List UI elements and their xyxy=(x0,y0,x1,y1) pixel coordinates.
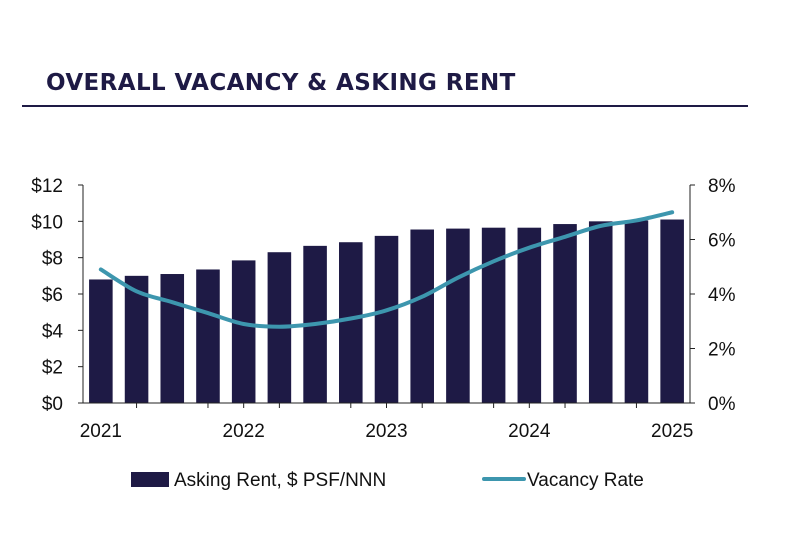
left-tick-label: $2 xyxy=(42,358,63,379)
x-tick-label: 2025 xyxy=(651,421,693,442)
title-divider xyxy=(22,105,748,107)
vacancy-rate-line xyxy=(98,210,675,329)
rent-bar xyxy=(588,221,613,403)
rent-bar xyxy=(374,235,399,403)
right-tick-label: 2% xyxy=(708,340,736,361)
right-tick-label: 8% xyxy=(708,176,736,197)
legend: Asking Rent, $ PSF/NNN Vacancy Rate xyxy=(131,470,644,491)
left-tick-label: $4 xyxy=(42,321,64,342)
tick-labels: $0 $2 $4 $6 $8 $10 $12 0% 2% 4% 6% 8% 2021 2022 2023 20… xyxy=(31,176,735,442)
x-tick-label: 2024 xyxy=(508,421,551,442)
x-tick-label: 2021 xyxy=(80,421,122,442)
rent-bar xyxy=(339,242,363,403)
x-tick-label: 2022 xyxy=(223,421,265,442)
left-tick-label: $0 xyxy=(42,394,63,415)
right-tick-label: 0% xyxy=(708,394,736,415)
x-tick-label: 2023 xyxy=(365,421,407,442)
left-tick-label: $10 xyxy=(31,212,63,233)
rent-bar xyxy=(517,227,542,403)
rent-bar xyxy=(89,279,113,403)
rent-bar xyxy=(196,269,220,403)
rent-bar xyxy=(160,274,185,403)
rent-bar xyxy=(231,260,256,403)
left-tick-label: $12 xyxy=(31,176,63,197)
right-tick-label: 4% xyxy=(708,285,736,306)
legend-label-vacancy-rate: Vacancy Rate xyxy=(527,470,644,491)
rent-bar xyxy=(624,220,649,403)
right-tick-label: 6% xyxy=(708,231,736,252)
line-series xyxy=(98,210,675,329)
left-tick-label: $8 xyxy=(42,249,63,270)
rent-bar xyxy=(124,275,149,403)
rent-bar xyxy=(481,227,506,403)
rent-bar xyxy=(660,219,684,403)
legend-label-asking-rent: Asking Rent, $ PSF/NNN xyxy=(174,470,386,491)
rent-bar xyxy=(553,224,577,403)
left-tick-label: $6 xyxy=(42,285,63,306)
legend-swatch-asking-rent xyxy=(131,472,169,487)
axes xyxy=(78,184,695,408)
rent-bar xyxy=(410,229,434,403)
rent-bar xyxy=(446,228,470,403)
chart-title: OVERALL VACANCY & ASKING RENT xyxy=(46,70,516,96)
